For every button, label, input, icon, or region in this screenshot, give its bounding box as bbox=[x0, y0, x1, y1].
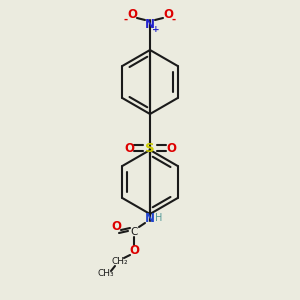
Text: H: H bbox=[155, 213, 163, 223]
Text: O: O bbox=[163, 8, 173, 22]
Text: O: O bbox=[124, 142, 134, 154]
Text: -: - bbox=[124, 15, 128, 25]
Text: O: O bbox=[166, 142, 176, 154]
Text: C: C bbox=[130, 227, 138, 237]
Text: CH₃: CH₃ bbox=[98, 269, 114, 278]
Text: O: O bbox=[127, 8, 137, 22]
Text: +: + bbox=[152, 25, 160, 34]
Text: N: N bbox=[145, 212, 155, 224]
Text: N: N bbox=[145, 17, 155, 31]
Text: S: S bbox=[145, 142, 155, 154]
Text: -: - bbox=[172, 15, 176, 25]
Text: CH₂: CH₂ bbox=[112, 257, 128, 266]
Text: O: O bbox=[111, 220, 121, 232]
Text: O: O bbox=[129, 244, 139, 256]
